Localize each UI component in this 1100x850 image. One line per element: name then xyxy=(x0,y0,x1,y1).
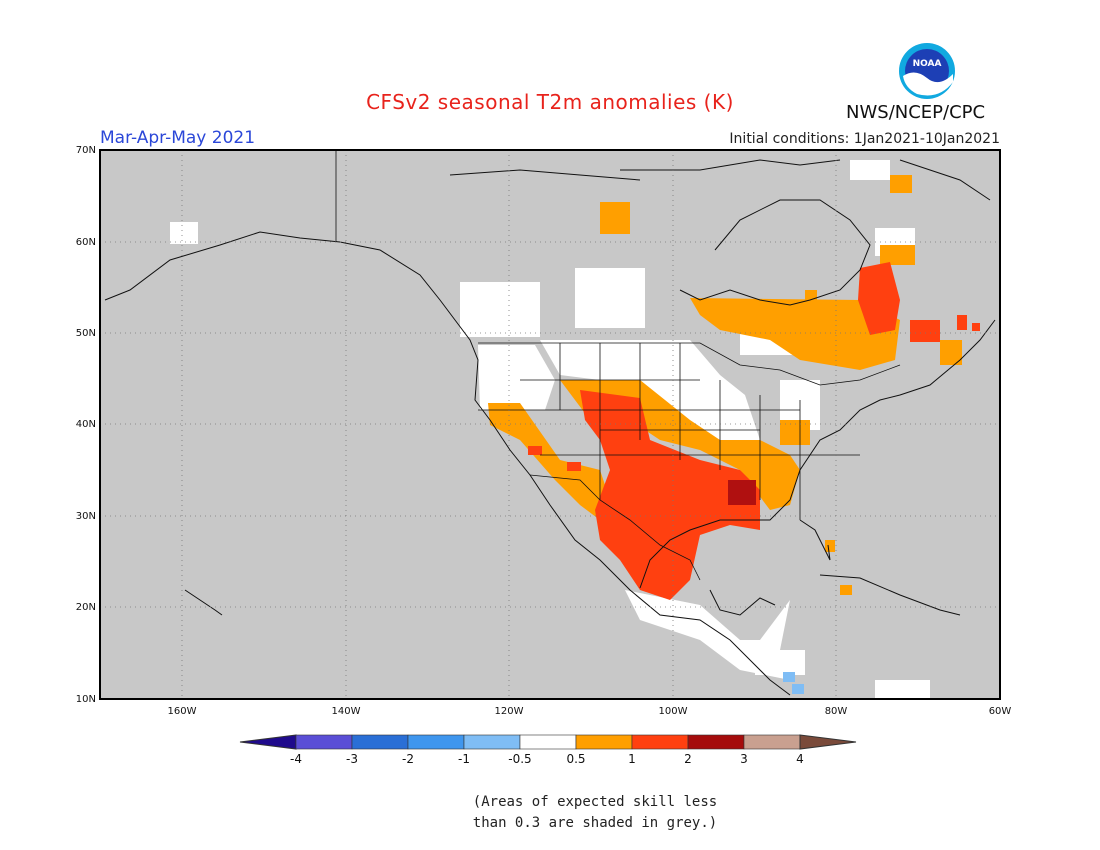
lon-label: 60W xyxy=(989,706,1012,717)
lat-label: 10N xyxy=(76,694,96,705)
colorbar-segment xyxy=(687,734,745,750)
colorbar-label: -3 xyxy=(346,752,358,766)
colorbar-arrow-low xyxy=(239,734,297,750)
lat-label: 20N xyxy=(76,602,96,613)
lon-label: 80W xyxy=(825,706,848,717)
colorbar-arrow-high xyxy=(799,734,857,750)
borders xyxy=(335,150,901,581)
lat-label: 70N xyxy=(76,145,96,156)
lat-label: 50N xyxy=(76,328,96,339)
initial-conditions: Initial conditions: 1Jan2021-10Jan2021 xyxy=(729,131,1000,147)
colorbar-segment xyxy=(631,734,689,750)
colorbar-label: -4 xyxy=(290,752,302,766)
logo-text: NOAA xyxy=(913,59,942,69)
colorbar-segment xyxy=(575,734,633,750)
colorbar-label: 1 xyxy=(628,752,636,766)
skill-note: (Areas of expected skill less than 0.3 a… xyxy=(0,792,1100,834)
lat-label: 60N xyxy=(76,237,96,248)
season-label: Mar-Apr-May 2021 xyxy=(100,128,256,148)
lon-label: 120W xyxy=(495,706,524,717)
lat-label: 30N xyxy=(76,511,96,522)
map-background xyxy=(100,150,1000,699)
note-line-2: than 0.3 are shaded in grey.) xyxy=(472,815,718,831)
graticule xyxy=(100,150,1000,699)
colorbar-label: -2 xyxy=(402,752,414,766)
agency-label: NWS/NCEP/CPC xyxy=(846,102,986,123)
colorbar-segment xyxy=(407,734,465,750)
note-line-1: (Areas of expected skill less xyxy=(472,794,718,810)
lon-axis: 160W 140W 120W 100W 80W 60W xyxy=(168,706,1012,717)
colorbar-label: -0.5 xyxy=(508,752,531,766)
lon-label: 140W xyxy=(332,706,361,717)
colorbar-label: 4 xyxy=(796,752,804,766)
colorbar-label: 0.5 xyxy=(566,752,585,766)
colorbar-segment xyxy=(519,734,577,750)
noaa-logo: NOAA xyxy=(899,43,955,99)
lon-label: 160W xyxy=(168,706,197,717)
lat-label: 40N xyxy=(76,419,96,430)
map-frame xyxy=(99,149,1001,700)
anomaly-lightblue xyxy=(783,672,804,694)
lon-label: 100W xyxy=(659,706,688,717)
colorbar-segment xyxy=(743,734,801,750)
colorbar-segment xyxy=(351,734,409,750)
colorbar-segment xyxy=(295,734,353,750)
anomaly-red xyxy=(528,262,980,600)
anomaly-darkred xyxy=(728,480,756,505)
chart-title: CFSv2 seasonal T2m anomalies (K) xyxy=(366,90,734,114)
colorbar-label: -1 xyxy=(458,752,470,766)
colorbar-segment xyxy=(463,734,521,750)
colorbar: -4 -3 -2 -1 -0.5 0.5 1 2 3 4 xyxy=(239,734,857,766)
colorbar-label: 2 xyxy=(684,752,692,766)
colorbar-label: 3 xyxy=(740,752,748,766)
lat-axis: 70N 60N 50N 40N 30N 20N 10N xyxy=(76,145,96,705)
